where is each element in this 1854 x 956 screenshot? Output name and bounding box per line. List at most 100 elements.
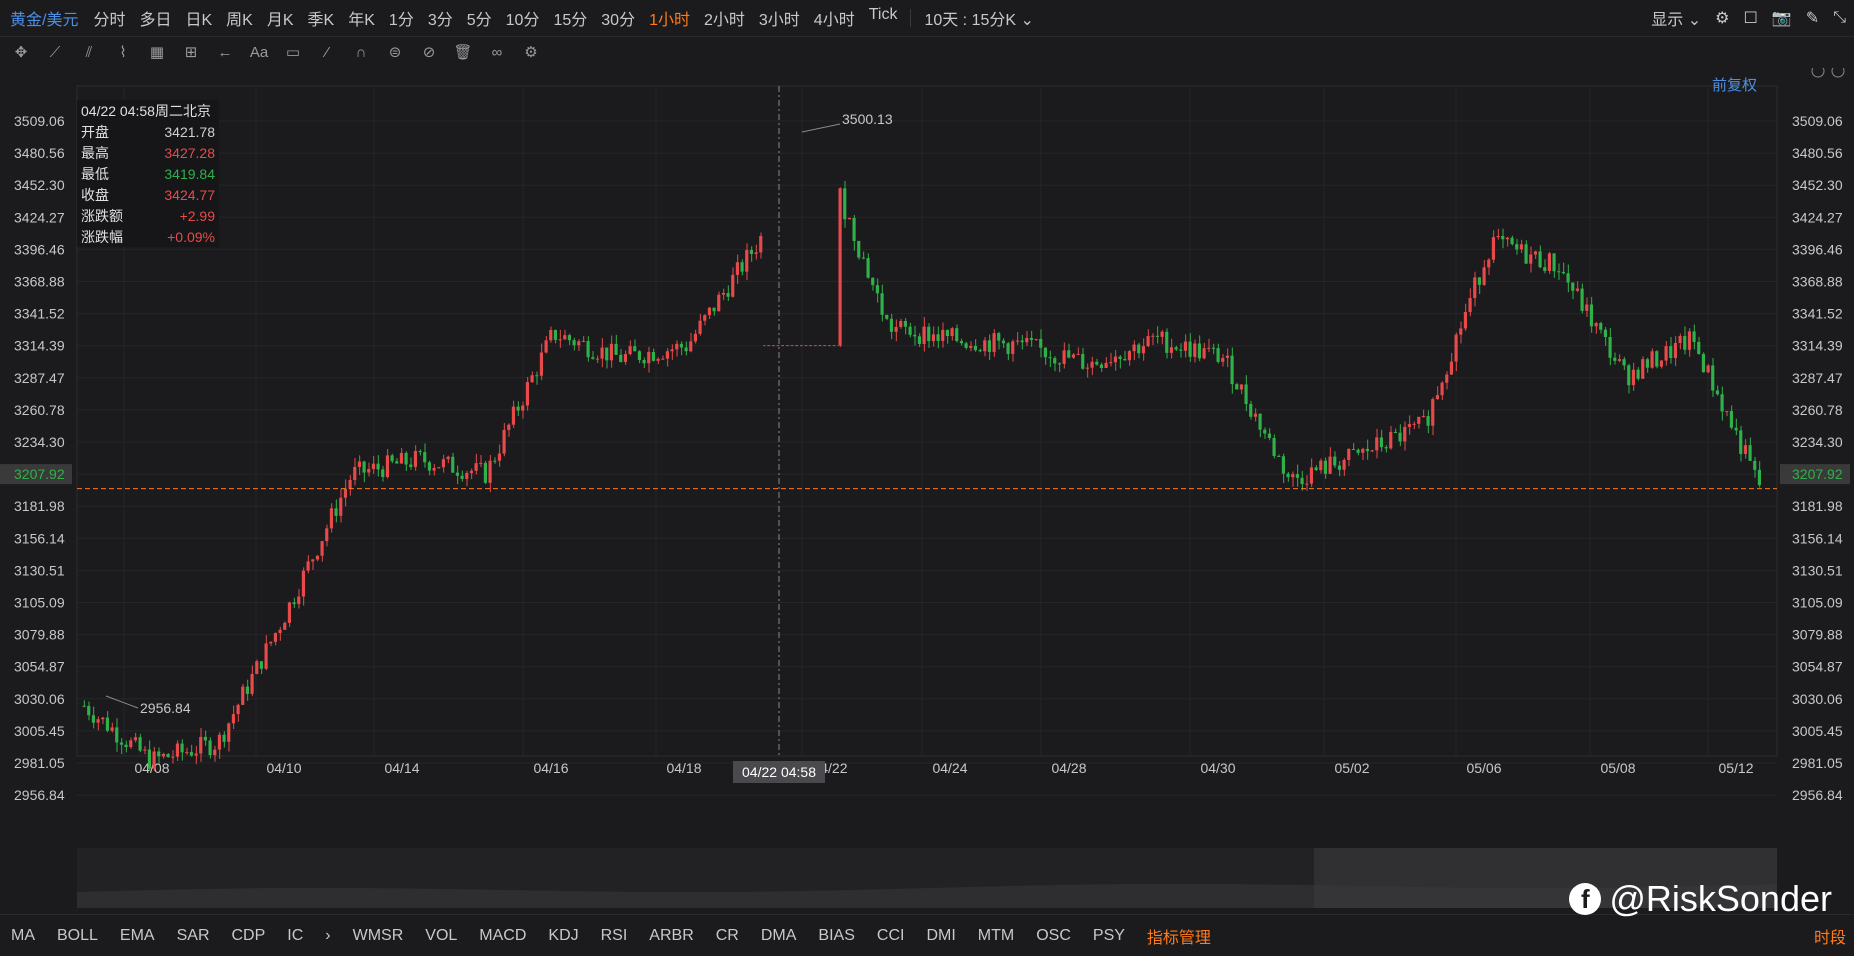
period-tab[interactable]: 多日 [139, 12, 172, 29]
candle-body [1543, 267, 1547, 271]
indicator-tab[interactable]: PSY [1092, 926, 1125, 944]
wave-tool-icon[interactable]: ⌇ [119, 44, 127, 61]
chevron-right-icon[interactable]: › [325, 926, 331, 944]
candle-body [969, 345, 973, 348]
period-tab[interactable]: 年K [348, 12, 375, 29]
candle-body [479, 462, 483, 464]
y-tick-label-left: 3079.88 [14, 627, 65, 643]
measure-tool-icon[interactable]: ⊞ [184, 44, 198, 61]
line-tool-icon[interactable]: ⟋ [49, 43, 61, 61]
info-value: +0.09% [167, 228, 215, 245]
period-tab[interactable]: 3小时 [758, 12, 800, 29]
indicator-tab[interactable]: OSC [1036, 926, 1071, 944]
indicator-manager-button[interactable]: 指标管理 [1146, 929, 1211, 947]
indicator-tab[interactable]: CR [715, 926, 739, 944]
candle-body [941, 329, 945, 341]
period-tab[interactable]: 1小时 [649, 12, 690, 29]
indicator-tab[interactable]: KDJ [548, 926, 579, 944]
indicator-tab[interactable]: EMA [119, 926, 155, 944]
comment-tool-icon[interactable]: ▭ [285, 44, 301, 61]
candle-body [1594, 323, 1598, 327]
candle-body [1188, 341, 1192, 357]
candle-body [955, 328, 959, 342]
fuquan-button[interactable]: 前复权 [1712, 77, 1758, 94]
candle-body [1426, 416, 1430, 426]
indicator-tab[interactable]: CCI [876, 926, 905, 944]
period-tab[interactable]: 4小时 [813, 12, 855, 29]
symbol-selector[interactable]: 黄金/美元 [10, 12, 79, 29]
period-tab[interactable]: 1分 [388, 12, 414, 29]
indicator-tab[interactable]: MTM [977, 926, 1015, 944]
channel-tool-icon[interactable]: ⫽ [85, 43, 93, 61]
price-chart[interactable]: 3509.06 3509.06 3480.56 3480.56 3452.30 3452.… [0, 68, 1854, 848]
indicator-tab[interactable]: BIAS [818, 926, 855, 944]
move-icon[interactable]: ✥ [14, 44, 28, 61]
candle-body [460, 475, 464, 479]
candle-body [1468, 298, 1472, 313]
y-tick-label-left: 3368.88 [14, 274, 65, 290]
period-tab[interactable]: 月K [266, 12, 294, 29]
magnet-icon[interactable]: ∩ [355, 43, 367, 61]
indicator-tab[interactable]: MACD [479, 926, 527, 944]
candle-body [1160, 331, 1164, 337]
period-tab[interactable]: 30分 [601, 12, 636, 29]
period-tab[interactable]: Tick [868, 6, 898, 23]
indicator-tab[interactable]: DMI [926, 926, 956, 944]
indicator-tab[interactable]: SAR [176, 926, 210, 944]
period-tab[interactable]: 分时 [93, 12, 126, 29]
display-dropdown[interactable]: 显示 ⌄ [1651, 12, 1702, 29]
candle-body [236, 704, 240, 715]
candle-body [227, 723, 231, 742]
period-tab[interactable]: 3分 [427, 12, 453, 29]
candle-body [992, 333, 996, 352]
period-tab[interactable]: 季K [307, 12, 335, 29]
candle-body [1510, 237, 1514, 245]
navigator-selection[interactable] [1314, 848, 1777, 908]
draw-settings-icon[interactable]: ⚙ [524, 44, 538, 61]
camera-icon[interactable]: 📷 [1771, 10, 1792, 27]
indicator-tab[interactable]: WMSR [352, 926, 404, 944]
period-tab[interactable]: 日K [185, 12, 213, 29]
candle-body [362, 461, 366, 473]
candle-body [1286, 473, 1290, 478]
period-tab[interactable]: 10分 [505, 12, 540, 29]
range-selector[interactable]: 10天 : 15分K ⌄ [924, 12, 1034, 29]
indicator-tab[interactable]: BOLL [57, 926, 98, 944]
lock-icon[interactable]: ⊜ [388, 44, 402, 61]
candle-body [1407, 424, 1411, 427]
candle-body [1207, 347, 1211, 349]
candle-body [871, 277, 875, 286]
hide-icon[interactable]: ⊘ [422, 44, 436, 61]
draw-mode-icon[interactable]: ⁄ [325, 43, 329, 61]
period-tab[interactable]: 15分 [553, 12, 588, 29]
text-tool-icon[interactable]: Aa [249, 43, 269, 61]
link-icon[interactable]: ∞ [491, 43, 503, 61]
indicator-tab[interactable]: RSI [600, 926, 628, 944]
arrow-tool-icon[interactable]: ← [217, 43, 233, 61]
indicator-tab[interactable]: DMA [760, 926, 797, 944]
fib-tool-icon[interactable]: ▦ [149, 44, 165, 61]
y-tick-label-right: 3234.30 [1792, 434, 1843, 450]
indicator-tab[interactable]: IC [287, 926, 304, 944]
pencil-icon[interactable]: ✎ [1805, 10, 1820, 27]
candle-body [437, 467, 441, 469]
candle-body [213, 749, 217, 756]
candle-body [1417, 416, 1421, 424]
info-row: 最高 3427.28 [77, 142, 219, 163]
layout-icon[interactable]: ☐ [1743, 10, 1758, 27]
fullscreen-icon[interactable]: ⤡ [1833, 9, 1846, 26]
period-tab[interactable]: 5分 [466, 12, 492, 29]
indicator-tab[interactable]: ARBR [649, 926, 694, 944]
candle-body [1617, 359, 1621, 361]
time-segment-button[interactable]: 时段 [1813, 929, 1846, 947]
candle-body [553, 330, 557, 340]
navigator[interactable] [77, 848, 1777, 908]
period-tab[interactable]: 2小时 [703, 12, 745, 29]
indicator-tab[interactable]: MA [11, 926, 35, 944]
candle-body [899, 321, 903, 327]
delete-icon[interactable]: 🗑 [453, 44, 473, 61]
indicator-tab[interactable]: CDP [231, 926, 266, 944]
settings-icon[interactable]: ⚙ [1715, 10, 1730, 27]
indicator-tab[interactable]: VOL [425, 926, 458, 944]
period-tab[interactable]: 周K [226, 12, 253, 29]
